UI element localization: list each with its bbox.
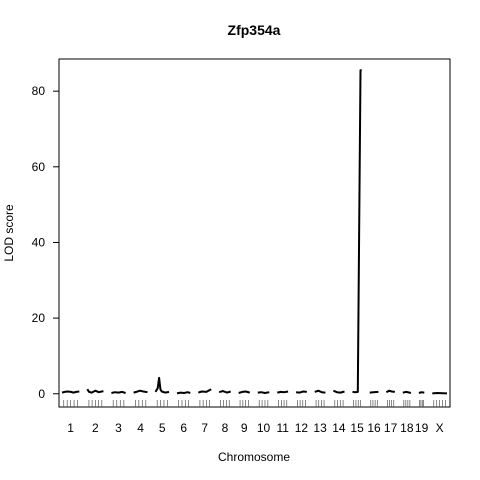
chromosome-label: 6 <box>180 421 187 435</box>
chromosome-label: 16 <box>367 421 381 435</box>
y-tick-label: 0 <box>38 387 45 401</box>
y-tick-label: 20 <box>32 311 46 325</box>
lod-curve-chr-11 <box>277 390 289 394</box>
chromosome-label: 4 <box>137 421 144 435</box>
chromosome-label: 12 <box>295 421 309 435</box>
chromosome-label: 8 <box>222 421 229 435</box>
lod-curve-chr-19 <box>418 391 425 394</box>
lod-curves <box>61 69 448 395</box>
lod-curve-chr-3 <box>111 390 126 394</box>
marker-rug <box>63 400 446 407</box>
x-axis-label: Chromosome <box>218 450 290 464</box>
x-axis: 1 2 3 4 5 6 7 8 9 10 11 12 13 14 15 16 17 18 19 X <box>67 421 443 435</box>
lod-curve-chr-14 <box>333 389 345 394</box>
y-tick-label: 40 <box>32 235 46 249</box>
chromosome-label: 1 <box>67 421 74 435</box>
lod-curve-chr-18 <box>402 390 412 394</box>
lod-curve-chr-5 <box>154 376 170 394</box>
lod-curve-chr-1 <box>61 390 80 394</box>
y-axis: 0 20 40 60 80 <box>32 84 60 401</box>
lod-curve-chr-7 <box>198 388 212 394</box>
chromosome-label: 13 <box>313 421 327 435</box>
lod-curve-chr-9 <box>238 390 251 394</box>
lod-curve-chr-15 <box>352 69 362 394</box>
lod-curve-chr-6 <box>176 391 191 395</box>
lod-curve-chr-13 <box>314 389 326 394</box>
plot-frame <box>58 58 451 408</box>
chromosome-label: 5 <box>159 421 166 435</box>
lod-curve-chr-16 <box>369 390 379 394</box>
chromosome-label: 2 <box>92 421 99 435</box>
chromosome-label: 11 <box>276 421 289 435</box>
lod-curve-chr-10 <box>257 391 270 394</box>
chromosome-label: 14 <box>332 421 346 435</box>
chart-title: Zfp354a <box>228 22 281 38</box>
y-tick-label: 60 <box>32 160 46 174</box>
lod-curve-chr-12 <box>295 390 307 394</box>
chromosome-label: 7 <box>201 421 208 435</box>
chromosome-label: 3 <box>115 421 122 435</box>
lod-curve-chr-4 <box>133 389 148 394</box>
y-axis-label: LOD score <box>2 204 16 262</box>
chromosome-label: 17 <box>384 421 398 435</box>
lod-curve-chr-17 <box>385 389 395 394</box>
chromosome-label: 18 <box>400 421 414 435</box>
chromosome-label: 9 <box>241 421 248 435</box>
lod-curve-chr-8 <box>218 390 231 394</box>
chromosome-label: 19 <box>415 421 429 435</box>
chromosome-label: X <box>436 421 444 435</box>
lod-curve-chr-2 <box>86 388 104 394</box>
y-tick-label: 80 <box>32 84 46 98</box>
chromosome-label: 15 <box>350 421 364 435</box>
chromosome-label: 10 <box>257 421 271 435</box>
